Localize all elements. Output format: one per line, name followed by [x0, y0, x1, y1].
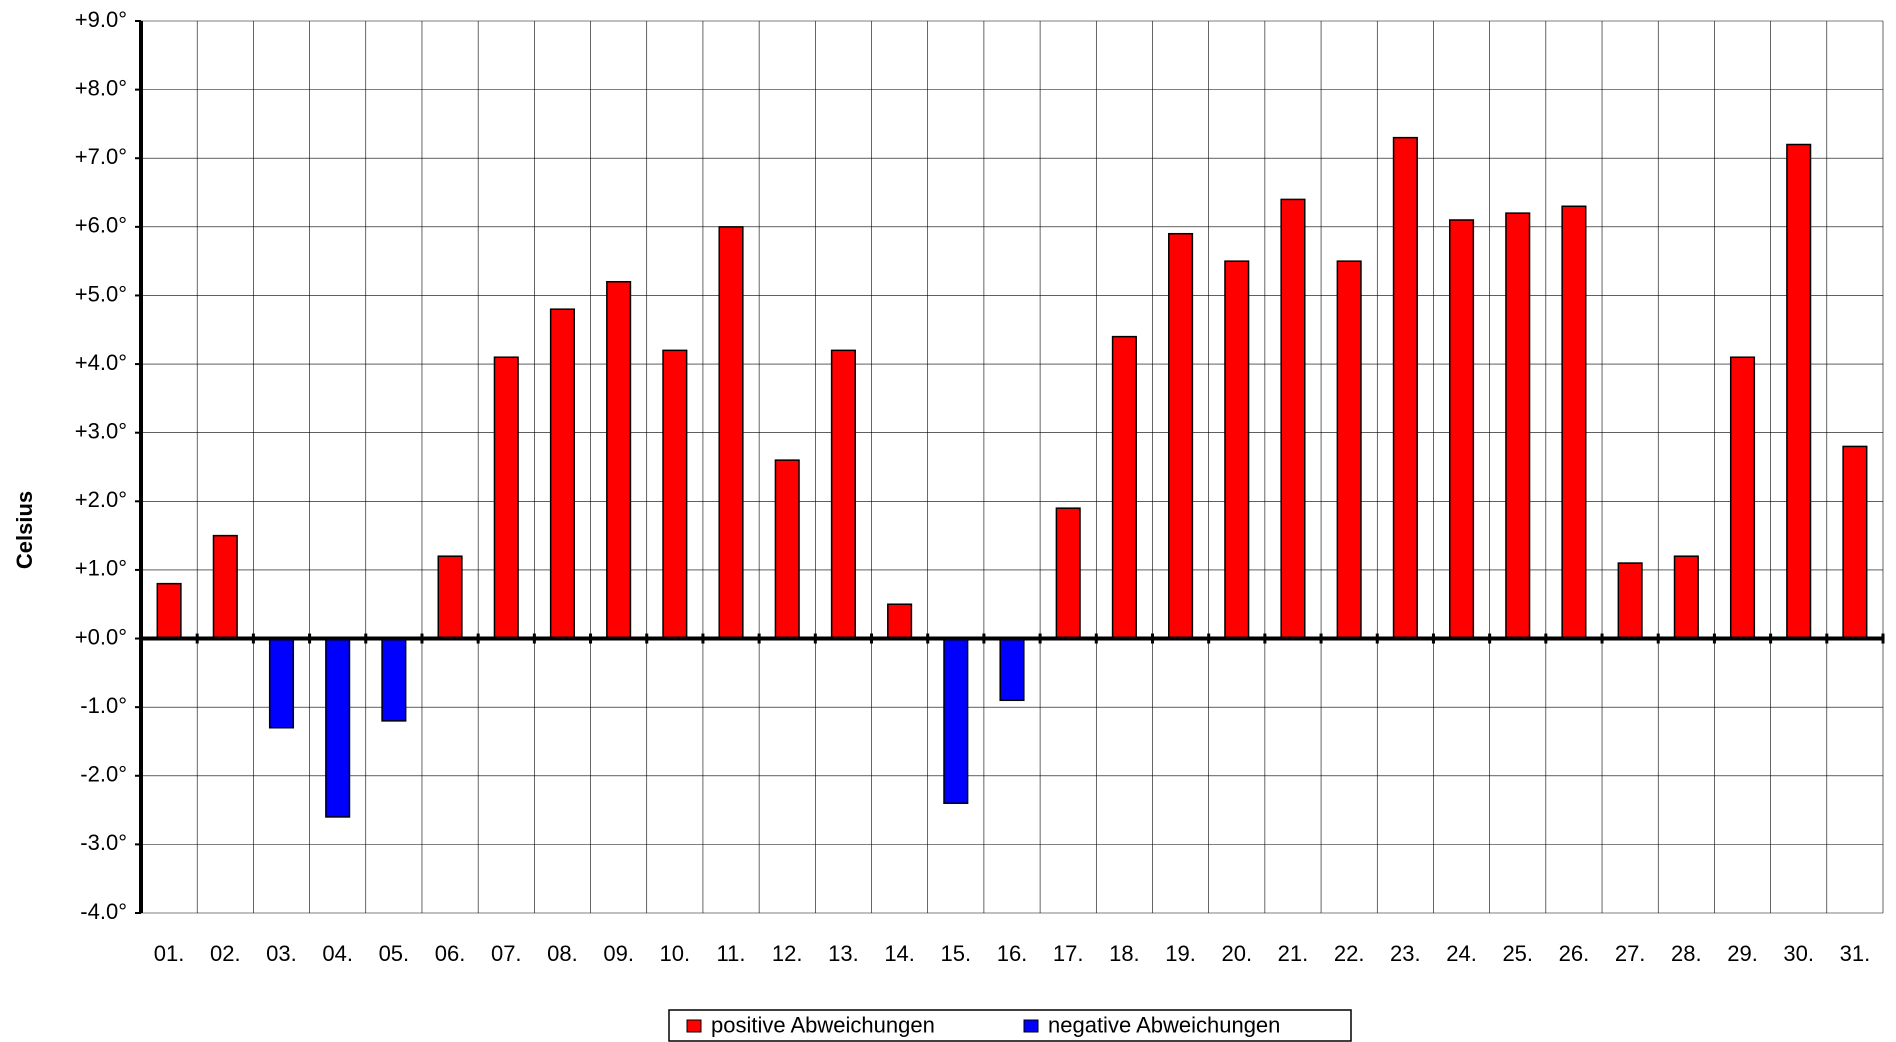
x-tick-label: 10.	[660, 941, 691, 966]
x-tick-label: 27.	[1615, 941, 1646, 966]
bar	[268, 637, 295, 729]
x-tick-label: 08.	[547, 941, 578, 966]
y-tick-label: +4.0°	[75, 350, 127, 375]
x-tick-label: 11.	[717, 941, 746, 966]
bar	[1392, 136, 1418, 640]
bar	[1336, 260, 1362, 640]
x-tick-label: 02.	[210, 941, 241, 966]
bar	[549, 308, 576, 640]
x-tick-label: 04.	[322, 941, 353, 966]
x-tick-label: 26.	[1559, 941, 1590, 966]
legend-label: positive Abweichungen	[711, 1012, 935, 1037]
x-tick-label: 20.	[1221, 941, 1252, 966]
x-tick-label: 05.	[379, 941, 410, 966]
y-tick-label: +1.0°	[75, 556, 127, 581]
y-tick-label: +9.0°	[75, 7, 127, 32]
x-tick-label: 24.	[1446, 941, 1477, 966]
x-tick-label: 14.	[884, 941, 915, 966]
bar	[830, 349, 856, 640]
y-tick-label: +6.0°	[75, 213, 127, 238]
x-tick-label: 29.	[1727, 941, 1758, 966]
y-tick-label: -2.0°	[80, 762, 127, 787]
x-tick-label: 09.	[603, 941, 634, 966]
bar	[156, 582, 182, 640]
x-tick-label: 13.	[828, 941, 859, 966]
x-tick-label: 16.	[997, 941, 1028, 966]
legend-swatch	[1023, 1019, 1039, 1033]
bar	[1280, 198, 1306, 640]
y-axis-label: Celsius	[12, 491, 37, 569]
y-tick-label: +2.0°	[75, 487, 127, 512]
x-tick-label: 22.	[1334, 941, 1365, 966]
x-tick-label: 15.	[941, 941, 972, 966]
legend-swatch	[686, 1019, 702, 1033]
bar	[1842, 445, 1868, 640]
bar	[493, 356, 519, 640]
y-tick-label: +5.0°	[75, 281, 127, 306]
bar	[1111, 335, 1137, 640]
bar	[1505, 212, 1531, 640]
y-tick-label: -3.0°	[80, 830, 127, 855]
x-tick-label: 07.	[491, 941, 522, 966]
x-tick-label: 12.	[772, 941, 803, 966]
x-tick-label: 01.	[154, 941, 185, 966]
bar	[1673, 555, 1699, 640]
bar	[212, 534, 238, 640]
bar	[606, 280, 632, 640]
x-tick-label: 19.	[1165, 941, 1196, 966]
bar	[1168, 232, 1194, 640]
x-tick-label: 30.	[1783, 941, 1814, 966]
bar	[1729, 356, 1756, 640]
bar	[1786, 143, 1812, 640]
legend-label: negative Abweichungen	[1048, 1012, 1280, 1037]
x-tick-label: 17.	[1053, 941, 1084, 966]
legend-box	[668, 1009, 1352, 1042]
x-tick-label: 06.	[435, 941, 466, 966]
bar	[1448, 219, 1475, 640]
bar	[1617, 562, 1643, 640]
x-tick-label: 18.	[1109, 941, 1140, 966]
bar	[774, 459, 800, 640]
y-tick-label: +8.0°	[75, 75, 127, 100]
y-tick-label: +0.0°	[75, 624, 127, 649]
x-tick-label: 23.	[1390, 941, 1421, 966]
bar	[437, 555, 463, 640]
bar	[325, 637, 351, 818]
x-tick-label: 28.	[1671, 941, 1702, 966]
y-tick-label: +7.0°	[75, 144, 127, 169]
y-tick-label: -4.0°	[80, 899, 127, 924]
bar	[1055, 507, 1081, 640]
y-tick-label: +3.0°	[75, 419, 127, 444]
x-tick-label: 31.	[1840, 941, 1871, 966]
bar	[887, 603, 913, 640]
bar	[999, 637, 1025, 702]
bar	[1224, 260, 1250, 640]
x-tick-label: 03.	[266, 941, 297, 966]
y-tick-label: -1.0°	[80, 693, 127, 718]
bar	[1561, 205, 1587, 640]
bar	[662, 349, 688, 640]
bar	[381, 637, 407, 722]
bar	[718, 226, 744, 640]
bar	[943, 637, 969, 804]
x-tick-label: 25.	[1502, 941, 1533, 966]
x-tick-label: 21.	[1278, 941, 1309, 966]
